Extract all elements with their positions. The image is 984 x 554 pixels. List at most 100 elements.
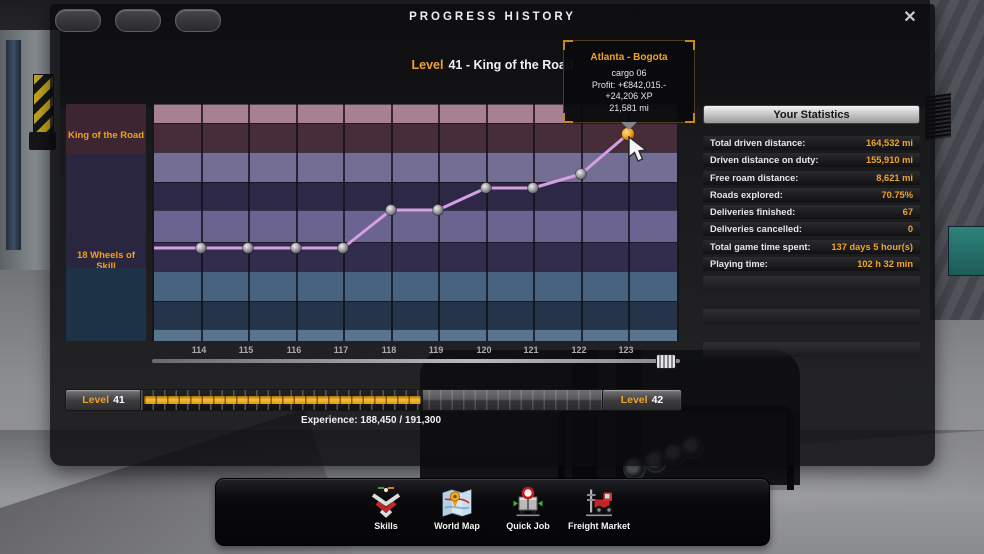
tab-button-2[interactable] <box>115 9 161 32</box>
chart-scrollbar-handle[interactable] <box>656 354 677 369</box>
y-axis-region: King of the Road <box>66 104 146 153</box>
xp-progress-fill <box>141 390 423 410</box>
close-button[interactable]: ✕ <box>903 9 917 26</box>
x-tick-label: 116 <box>286 345 302 355</box>
stat-value: 164,532 mi <box>865 138 913 148</box>
chart-line-layer <box>154 127 635 254</box>
chart-band <box>154 123 677 152</box>
stat-row: Free roam distance: 8,621 mi <box>703 170 920 185</box>
level-word: Level <box>82 394 110 406</box>
chart-band <box>154 271 677 301</box>
x-axis-ticks: 114 115 116 117 118 119 120 121 122 123 <box>152 345 675 357</box>
x-tick-label: 115 <box>238 345 254 355</box>
stat-label: Roads explored: <box>710 189 783 200</box>
stat-row: Deliveries cancelled: 0 <box>703 222 920 237</box>
stat-value: 137 days 5 hour(s) <box>831 241 913 252</box>
y-axis-region-label: 18 Wheels of Skill <box>76 250 136 272</box>
stat-label: Deliveries cancelled: <box>710 224 802 235</box>
stat-row: Driven distance on duty: 155,910 mi <box>703 153 920 168</box>
tab-button-3[interactable] <box>175 9 221 32</box>
level-subtitle: Level 41 - King of the Road <box>50 58 935 72</box>
data-point[interactable] <box>337 242 349 254</box>
tab-button-1[interactable] <box>55 9 101 32</box>
chart-band <box>154 329 677 341</box>
statistics-header: Your Statistics <box>703 105 920 124</box>
x-tick-label: 117 <box>333 345 349 355</box>
data-point[interactable] <box>290 242 302 254</box>
freight-market-icon <box>568 484 630 521</box>
nav-item-freight-market[interactable]: Freight Market <box>568 484 630 532</box>
nav-item-label: Skills <box>374 521 398 531</box>
chart-band <box>154 301 677 329</box>
stat-value: 8,621 mi <box>876 172 913 183</box>
level-next-badge: Level 42 <box>602 389 682 411</box>
progress-chart[interactable] <box>152 104 679 341</box>
data-point[interactable] <box>480 182 492 194</box>
statistics-panel: Your Statistics Total driven distance: 16… <box>703 105 920 361</box>
x-tick-label: 118 <box>381 345 397 355</box>
chart-gridline <box>391 104 393 341</box>
skills-icon <box>355 484 417 521</box>
chart-gridline <box>343 104 345 341</box>
stat-label: Driven distance on duty: <box>710 155 819 166</box>
teal-crate <box>948 226 984 276</box>
nav-item-quick-job[interactable]: Quick Job <box>497 484 559 532</box>
chart-gridline <box>201 104 203 341</box>
stat-row: Total game time spent: 137 days 5 hour(s) <box>703 239 920 254</box>
level-word: Level <box>620 394 648 406</box>
stat-value: 67 <box>902 207 913 218</box>
chart-gridline <box>486 104 488 341</box>
tooltip-corner <box>685 40 695 50</box>
stat-row: Roads explored: 70.75% <box>703 187 920 202</box>
quick-job-icon <box>497 484 559 521</box>
tooltip-route: Atlanta - Bogota <box>590 52 668 63</box>
chart-gridline <box>248 104 250 341</box>
statistics-rows: Total driven distance: 164,532 mi Driven d… <box>703 136 920 272</box>
level-current-badge: Level 41 <box>65 389 142 411</box>
nav-item-skills[interactable]: Skills <box>355 484 417 532</box>
tooltip-corner <box>685 113 695 123</box>
nav-item-label: Freight Market <box>568 521 631 531</box>
mouse-cursor <box>628 136 648 162</box>
stat-label: Total game time spent: <box>710 241 811 252</box>
tooltip-corner <box>563 40 573 50</box>
stat-label: Total driven distance: <box>710 138 806 148</box>
stat-row: Playing time: 102 h 32 min <box>703 257 920 272</box>
y-axis-region <box>66 268 146 341</box>
stat-label: Deliveries finished: <box>710 207 796 218</box>
x-tick-label: 120 <box>476 345 492 355</box>
chart-gridline <box>533 104 535 341</box>
experience-text: Experience: 188,450 / 191,300 <box>300 415 442 426</box>
stat-value: 155,910 mi <box>865 155 913 166</box>
nav-item-world-map[interactable]: World Map <box>426 484 488 532</box>
data-point[interactable] <box>527 182 539 194</box>
stat-value: 70.75% <box>881 189 913 200</box>
level-number: 42 <box>651 394 664 406</box>
stat-value: 0 <box>907 224 913 235</box>
chart-band <box>154 182 677 210</box>
tooltip-line: Profit: +€842,015.- <box>591 79 667 90</box>
chart-gridline <box>581 104 583 341</box>
hazard-post-base <box>29 132 56 150</box>
page-title: PROGRESS HISTORY <box>409 11 576 23</box>
chart-gridline <box>438 104 440 341</box>
tooltip-pointer <box>621 122 637 130</box>
data-point[interactable] <box>242 242 254 254</box>
tooltip-line: 21,581 mi <box>609 102 649 113</box>
chart-band <box>154 104 677 123</box>
chart-scrollbar[interactable] <box>152 354 680 369</box>
stat-label: Free roam distance: <box>710 172 799 183</box>
empty-stat-bar <box>703 276 920 291</box>
data-point[interactable] <box>432 204 444 216</box>
y-axis-region-label: King of the Road <box>68 130 144 141</box>
x-tick-label: 114 <box>191 345 207 355</box>
chart-bands <box>154 104 677 341</box>
data-point[interactable] <box>195 242 207 254</box>
nav-item-label: Quick Job <box>506 521 550 531</box>
world-map-icon <box>426 484 488 521</box>
tooltip-corner <box>563 113 573 123</box>
data-point[interactable] <box>575 168 587 180</box>
tooltip-line: cargo 06 <box>611 68 647 78</box>
data-point[interactable] <box>385 204 397 216</box>
